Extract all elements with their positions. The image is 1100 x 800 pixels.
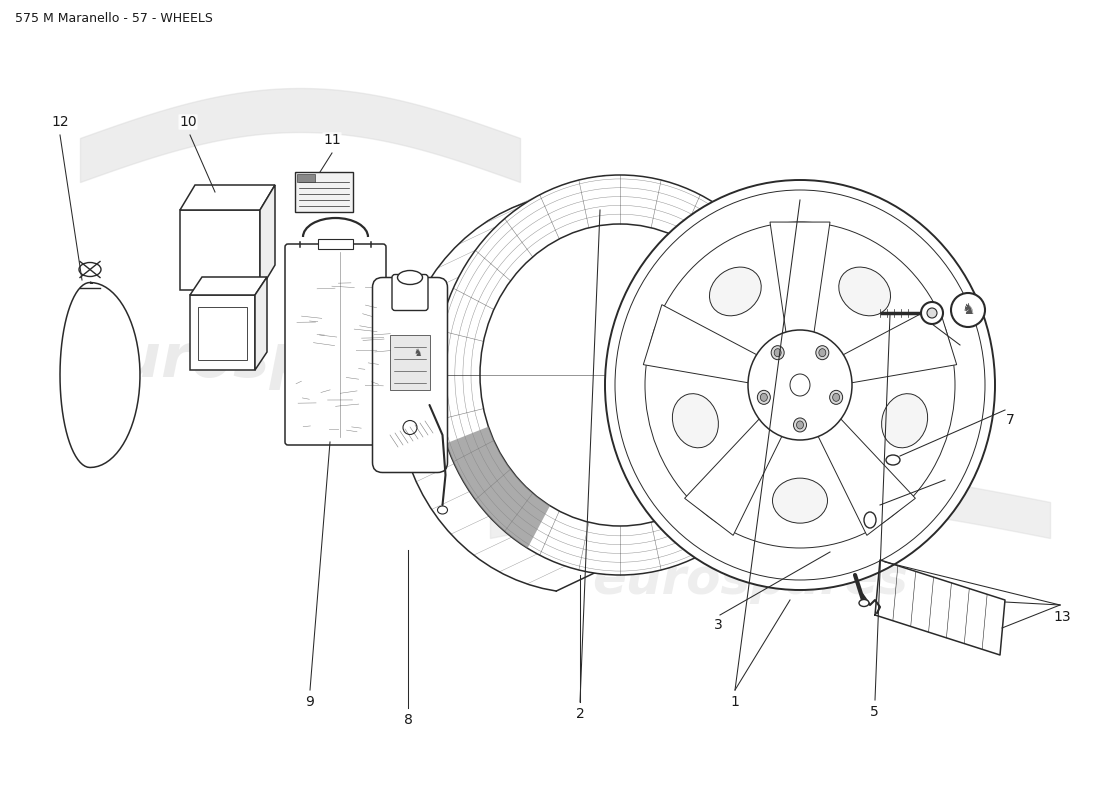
Ellipse shape: [710, 267, 761, 316]
Text: 12: 12: [52, 115, 69, 129]
Polygon shape: [260, 185, 275, 290]
Ellipse shape: [771, 346, 784, 360]
Ellipse shape: [758, 390, 770, 404]
Ellipse shape: [403, 421, 417, 434]
Ellipse shape: [434, 175, 805, 575]
Ellipse shape: [774, 349, 781, 357]
Ellipse shape: [859, 599, 869, 606]
Ellipse shape: [927, 308, 937, 318]
Text: 1: 1: [730, 695, 739, 709]
Text: 575 M Maranello - 57 - WHEELS: 575 M Maranello - 57 - WHEELS: [15, 12, 213, 25]
Text: 7: 7: [1005, 413, 1014, 427]
Ellipse shape: [397, 270, 422, 285]
Ellipse shape: [952, 293, 984, 327]
Text: 2: 2: [575, 707, 584, 721]
Ellipse shape: [748, 330, 852, 440]
Text: 6: 6: [958, 349, 967, 363]
Text: 3: 3: [714, 618, 723, 632]
FancyBboxPatch shape: [373, 278, 448, 473]
Polygon shape: [750, 375, 800, 473]
Text: 10: 10: [179, 115, 197, 129]
Bar: [190, 295, 255, 370]
Polygon shape: [844, 305, 957, 382]
Ellipse shape: [790, 374, 810, 396]
Ellipse shape: [772, 478, 827, 523]
Ellipse shape: [816, 346, 828, 360]
Polygon shape: [60, 282, 140, 467]
Ellipse shape: [886, 455, 900, 465]
Bar: [297, 174, 315, 182]
Polygon shape: [255, 277, 267, 370]
Text: 11: 11: [323, 133, 341, 147]
Bar: [318, 239, 353, 249]
Polygon shape: [180, 185, 275, 210]
Text: 9: 9: [306, 695, 315, 709]
FancyBboxPatch shape: [285, 244, 386, 445]
Ellipse shape: [672, 394, 718, 448]
Bar: [198, 307, 248, 360]
Bar: [390, 335, 430, 390]
Ellipse shape: [833, 394, 839, 402]
Ellipse shape: [480, 224, 760, 526]
Ellipse shape: [79, 262, 101, 277]
Ellipse shape: [829, 390, 843, 404]
Polygon shape: [684, 419, 782, 535]
Polygon shape: [447, 426, 550, 548]
Ellipse shape: [796, 421, 803, 429]
Ellipse shape: [760, 394, 768, 402]
Ellipse shape: [645, 222, 955, 548]
Ellipse shape: [615, 190, 984, 580]
Text: 4: 4: [953, 478, 961, 492]
Text: eurospares: eurospares: [77, 330, 463, 390]
Ellipse shape: [793, 418, 806, 432]
Text: eurospares: eurospares: [592, 556, 908, 604]
Text: 5: 5: [870, 705, 879, 719]
Bar: [180, 210, 260, 290]
Text: ♞: ♞: [961, 302, 975, 318]
Ellipse shape: [839, 267, 891, 316]
Polygon shape: [818, 419, 915, 535]
Bar: [295, 172, 353, 212]
Polygon shape: [190, 277, 267, 295]
Ellipse shape: [818, 349, 826, 357]
Text: 8: 8: [404, 713, 412, 727]
Ellipse shape: [438, 506, 448, 514]
Ellipse shape: [605, 180, 996, 590]
Polygon shape: [770, 222, 830, 333]
FancyBboxPatch shape: [392, 274, 428, 310]
Text: ♞: ♞: [414, 348, 422, 358]
Ellipse shape: [864, 512, 876, 528]
Ellipse shape: [881, 394, 927, 448]
Ellipse shape: [921, 302, 943, 324]
Text: 13: 13: [1053, 610, 1070, 624]
Polygon shape: [644, 305, 757, 382]
